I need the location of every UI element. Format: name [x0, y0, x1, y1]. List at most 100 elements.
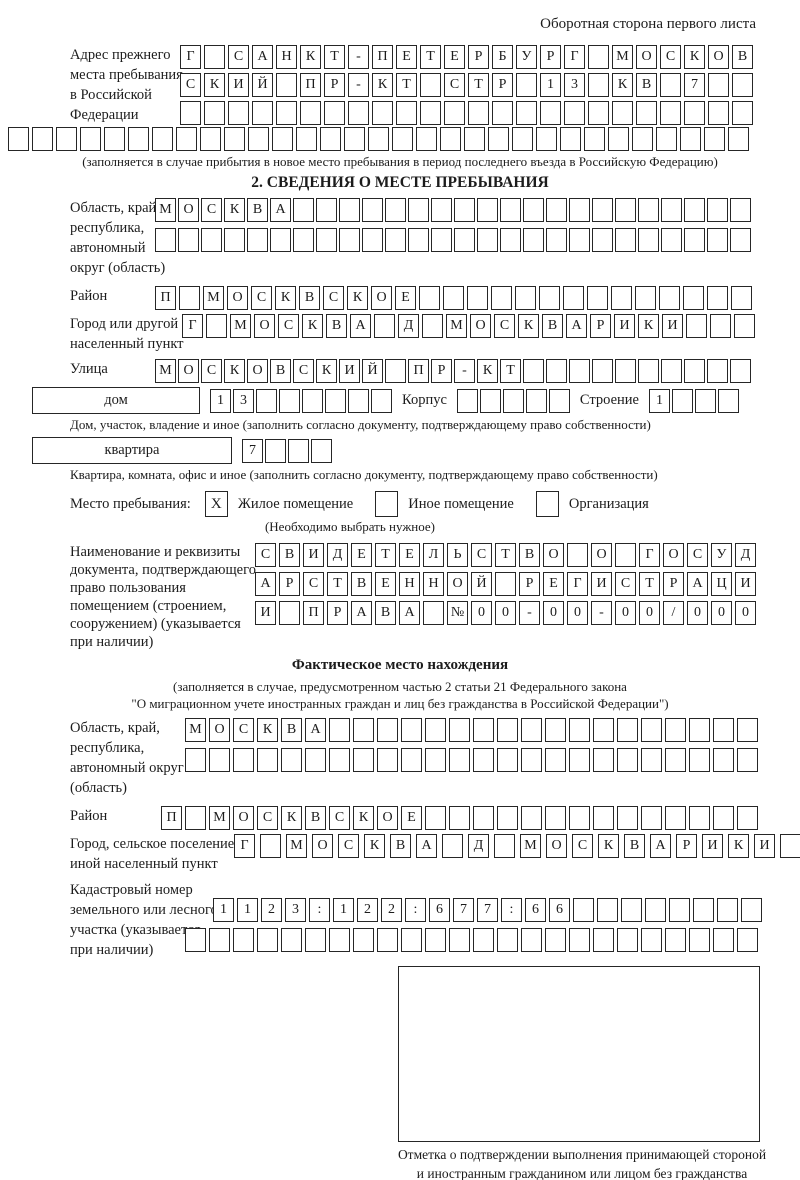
- char-cell[interactable]: [296, 127, 317, 151]
- char-cell[interactable]: М: [155, 198, 176, 222]
- char-cell[interactable]: [540, 101, 561, 125]
- char-cell[interactable]: К: [224, 198, 245, 222]
- char-cell[interactable]: Й: [362, 359, 383, 383]
- char-cell[interactable]: [488, 127, 509, 151]
- char-cell[interactable]: И: [735, 572, 756, 596]
- char-cell[interactable]: [293, 228, 314, 252]
- char-cell[interactable]: [329, 928, 350, 952]
- char-cell[interactable]: [477, 228, 498, 252]
- char-cell[interactable]: [104, 127, 125, 151]
- char-cell[interactable]: Г: [639, 543, 660, 567]
- char-cell[interactable]: [732, 101, 753, 125]
- char-cell[interactable]: [632, 127, 653, 151]
- char-cell[interactable]: [569, 928, 590, 952]
- char-cell[interactable]: Р: [492, 73, 513, 97]
- char-cell[interactable]: [707, 198, 728, 222]
- char-cell[interactable]: -: [591, 601, 612, 625]
- char-cell[interactable]: [477, 198, 498, 222]
- char-cell[interactable]: [717, 388, 739, 413]
- char-cell[interactable]: [592, 198, 613, 222]
- char-cell[interactable]: [473, 748, 494, 772]
- char-cell[interactable]: [443, 286, 464, 310]
- char-cell[interactable]: [548, 388, 570, 413]
- char-cell[interactable]: Е: [401, 806, 422, 830]
- char-cell[interactable]: -: [348, 73, 369, 97]
- char-cell[interactable]: 1: [213, 898, 234, 922]
- char-cell[interactable]: В: [519, 543, 540, 567]
- char-cell[interactable]: [329, 748, 350, 772]
- char-cell[interactable]: [178, 228, 199, 252]
- char-cell[interactable]: С: [471, 543, 492, 567]
- char-cell[interactable]: [641, 748, 662, 772]
- char-cell[interactable]: Т: [375, 543, 396, 567]
- char-cell[interactable]: 6: [525, 898, 546, 922]
- char-cell[interactable]: [179, 286, 200, 310]
- char-cell[interactable]: 0: [711, 601, 732, 625]
- char-cell[interactable]: Т: [420, 45, 441, 69]
- char-cell[interactable]: Г: [180, 45, 201, 69]
- char-cell[interactable]: [80, 127, 101, 151]
- char-cell[interactable]: Е: [444, 45, 465, 69]
- char-cell[interactable]: [730, 198, 751, 222]
- char-cell[interactable]: С: [572, 834, 593, 858]
- char-cell[interactable]: [377, 748, 398, 772]
- char-cell[interactable]: 2: [261, 898, 282, 922]
- char-cell[interactable]: Т: [324, 45, 345, 69]
- char-cell[interactable]: [420, 73, 441, 97]
- char-cell[interactable]: А: [566, 314, 587, 338]
- char-cell[interactable]: [311, 438, 332, 463]
- char-cell[interactable]: :: [309, 898, 330, 922]
- char-cell[interactable]: [569, 359, 590, 383]
- char-cell[interactable]: [560, 127, 581, 151]
- char-cell[interactable]: К: [347, 286, 368, 310]
- char-cell[interactable]: И: [662, 314, 683, 338]
- char-cell[interactable]: [660, 101, 681, 125]
- char-cell[interactable]: [353, 718, 374, 742]
- char-cell[interactable]: О: [254, 314, 275, 338]
- char-cell[interactable]: С: [615, 572, 636, 596]
- char-cell[interactable]: [392, 127, 413, 151]
- char-cell[interactable]: 0: [495, 601, 516, 625]
- char-cell[interactable]: М: [520, 834, 541, 858]
- char-cell[interactable]: [710, 314, 731, 338]
- char-cell[interactable]: [497, 806, 518, 830]
- char-cell[interactable]: [305, 928, 326, 952]
- char-cell[interactable]: О: [178, 359, 199, 383]
- char-cell[interactable]: [449, 928, 470, 952]
- char-cell[interactable]: [546, 228, 567, 252]
- char-cell[interactable]: [374, 314, 395, 338]
- char-cell[interactable]: [592, 228, 613, 252]
- char-cell[interactable]: Р: [590, 314, 611, 338]
- char-cell[interactable]: [233, 748, 254, 772]
- char-cell[interactable]: [305, 748, 326, 772]
- char-cell[interactable]: №: [447, 601, 468, 625]
- char-cell[interactable]: [659, 286, 680, 310]
- char-cell[interactable]: [491, 286, 512, 310]
- char-cell[interactable]: [516, 73, 537, 97]
- char-cell[interactable]: [185, 748, 206, 772]
- char-cell[interactable]: А: [416, 834, 437, 858]
- char-cell[interactable]: К: [224, 359, 245, 383]
- char-cell[interactable]: [449, 718, 470, 742]
- char-cell[interactable]: В: [390, 834, 411, 858]
- char-cell[interactable]: [615, 198, 636, 222]
- char-cell[interactable]: [617, 806, 638, 830]
- char-cell[interactable]: [569, 806, 590, 830]
- char-cell[interactable]: Р: [279, 572, 300, 596]
- char-cell[interactable]: В: [326, 314, 347, 338]
- char-cell[interactable]: 0: [543, 601, 564, 625]
- checkbox-other-premises[interactable]: [375, 491, 399, 517]
- char-cell[interactable]: [456, 388, 478, 413]
- char-cell[interactable]: [248, 127, 269, 151]
- char-cell[interactable]: [573, 898, 594, 922]
- char-cell[interactable]: [638, 228, 659, 252]
- char-cell[interactable]: С: [278, 314, 299, 338]
- char-cell[interactable]: /: [663, 601, 684, 625]
- char-cell[interactable]: [737, 806, 758, 830]
- char-cell[interactable]: [293, 198, 314, 222]
- char-cell[interactable]: Е: [543, 572, 564, 596]
- char-cell[interactable]: Т: [639, 572, 660, 596]
- char-cell[interactable]: Б: [492, 45, 513, 69]
- char-cell[interactable]: К: [257, 718, 278, 742]
- char-cell[interactable]: С: [180, 73, 201, 97]
